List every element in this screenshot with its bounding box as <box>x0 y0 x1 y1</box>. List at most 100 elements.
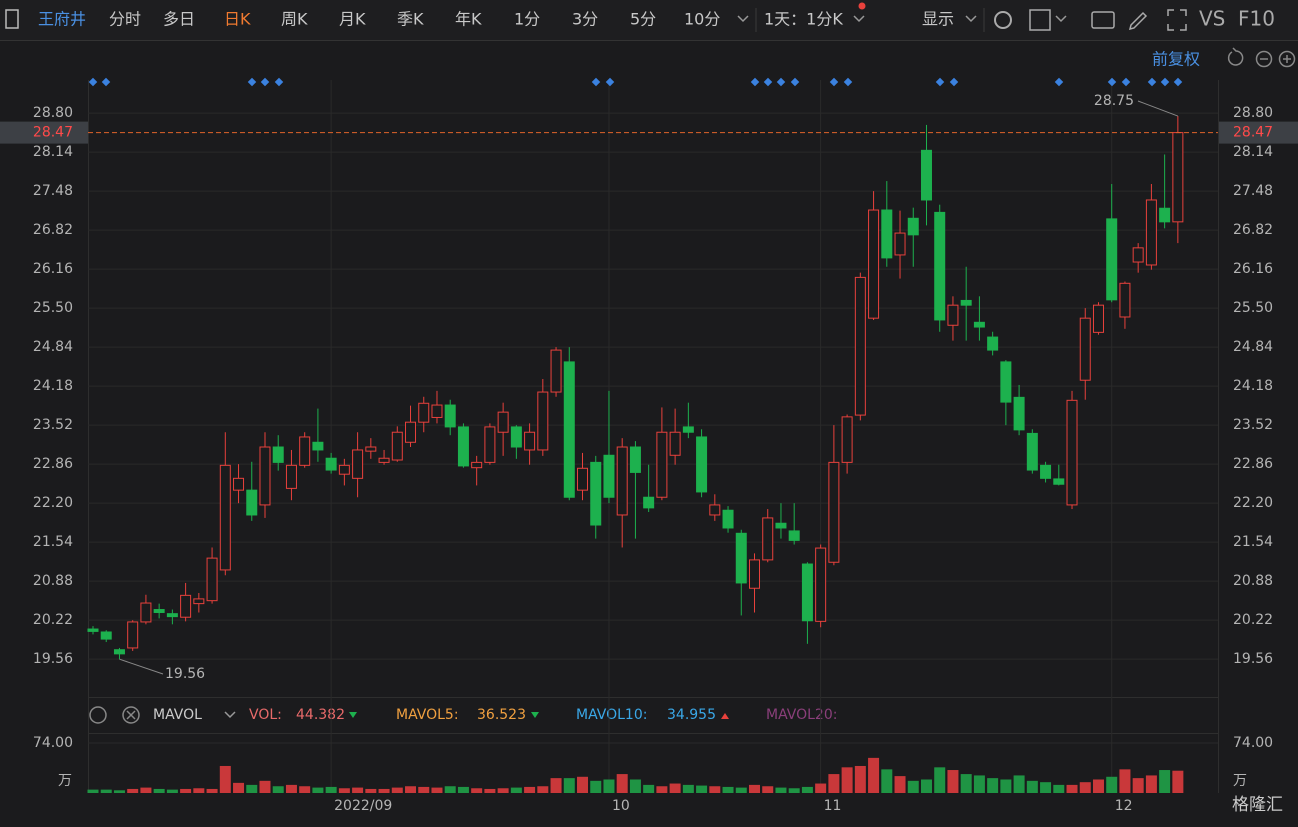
volume-bar <box>100 789 112 793</box>
volume-bar <box>352 787 364 793</box>
menu-icon[interactable] <box>5 9 19 29</box>
volume-bar <box>537 786 549 793</box>
max-leader <box>1137 100 1179 117</box>
volume-bar <box>180 788 192 793</box>
candle-body <box>656 431 668 498</box>
indicator-close <box>126 710 136 720</box>
adjust-button[interactable]: 前复权 <box>1152 50 1200 69</box>
event-marker <box>274 77 284 87</box>
candle-body <box>815 547 827 622</box>
y-tick-label: 25.50 <box>1233 300 1273 316</box>
volume-bar <box>378 788 390 793</box>
candle-body <box>987 336 999 351</box>
ma20-label: MAVOL20: <box>766 707 837 723</box>
volume-bar <box>1145 775 1157 793</box>
x-tick-label: 12 <box>1115 798 1133 814</box>
y-tick-label: 27.48 <box>33 183 73 199</box>
settings-icon[interactable] <box>994 11 1012 29</box>
badge <box>858 2 866 10</box>
candle-body <box>1119 282 1131 318</box>
tab[interactable]: 1分 <box>514 10 540 29</box>
candle-body <box>206 557 218 602</box>
volume-bar <box>140 787 152 793</box>
tab[interactable]: 10分 <box>684 10 720 29</box>
chevron[interactable] <box>1055 15 1067 23</box>
candle-body <box>1026 432 1038 471</box>
volume-bar <box>947 770 959 793</box>
vol-label: VOL: <box>249 707 282 723</box>
pencil-icon[interactable] <box>1128 11 1148 31</box>
display-button[interactable]: 显示 <box>922 10 954 29</box>
tab[interactable]: 年K <box>455 10 482 29</box>
tab[interactable]: 3分 <box>572 10 598 29</box>
y-tick-label: 19.56 <box>33 651 73 667</box>
zoom-out-icon[interactable] <box>1255 50 1273 68</box>
volume-bar <box>854 765 866 793</box>
candle-body <box>246 489 258 516</box>
tab[interactable]: 日K <box>224 10 251 29</box>
candle-body <box>312 441 324 451</box>
y-tick-label: 28.14 <box>1233 144 1273 160</box>
volume-bar <box>365 788 377 793</box>
y-tick-label: 28.80 <box>33 105 73 121</box>
candle-body <box>285 464 297 489</box>
period-select[interactable]: 1天：1分K <box>764 10 843 29</box>
candle-body <box>841 416 853 463</box>
f10-button[interactable]: F10 <box>1238 7 1275 31</box>
fullscreen-icon[interactable] <box>1167 9 1187 31</box>
layout-icon[interactable] <box>1029 9 1051 31</box>
y-tick-label: 23.52 <box>33 417 73 433</box>
chevron[interactable] <box>853 15 865 23</box>
volume-bar <box>325 786 337 793</box>
candle-body <box>127 621 139 649</box>
volume-bar <box>233 782 245 793</box>
last-price-label: 28.47 <box>33 125 73 141</box>
tab[interactable]: 季K <box>397 10 424 29</box>
vs-button[interactable]: VS <box>1199 7 1225 31</box>
camera-icon[interactable] <box>1091 11 1115 29</box>
tab[interactable]: 多日 <box>163 10 195 29</box>
stock-name[interactable]: 王府井 <box>38 10 86 29</box>
chevron[interactable] <box>737 15 749 23</box>
candle-body <box>524 431 536 451</box>
volume-bar <box>577 776 589 793</box>
last-price-label: 28.47 <box>1233 125 1273 141</box>
candle-body <box>299 436 311 466</box>
y-tick-label: 19.56 <box>1233 651 1273 667</box>
candle-body <box>471 461 483 469</box>
tab[interactable]: 周K <box>281 10 308 29</box>
indicator-name[interactable]: MAVOL <box>153 707 202 723</box>
tab[interactable]: 分时 <box>109 10 141 29</box>
candle-body <box>973 321 985 328</box>
candle-body <box>510 426 522 448</box>
ma10-label: MAVOL10: <box>576 707 647 723</box>
zoom-in-icon[interactable] <box>1278 50 1296 68</box>
y-tick-label: 23.52 <box>1233 417 1273 433</box>
chevron[interactable] <box>224 711 236 719</box>
volume-bar <box>153 788 165 793</box>
candle-body <box>682 426 694 433</box>
chevron[interactable] <box>965 15 977 23</box>
candle-body <box>1066 399 1078 506</box>
last-price-box <box>1219 121 1298 144</box>
volume-bar <box>801 786 813 793</box>
volume-bar <box>113 790 125 793</box>
volume-bar <box>1079 782 1091 793</box>
volume-bar <box>484 788 496 793</box>
tab[interactable]: 月K <box>339 10 366 29</box>
x-tick-label: 2022/09 <box>334 798 392 814</box>
y-tick-label: 24.18 <box>33 378 73 394</box>
candle-body <box>352 449 364 479</box>
candle-body <box>180 594 192 618</box>
indicator-settings[interactable] <box>89 706 107 724</box>
event-marker <box>247 77 257 87</box>
volume-bar <box>338 788 350 793</box>
tab[interactable]: 5分 <box>630 10 656 29</box>
candle-body <box>643 496 655 509</box>
volume-bar <box>629 779 641 793</box>
indicator-close[interactable] <box>122 706 140 724</box>
volume-bar <box>471 788 483 793</box>
candle-body <box>749 559 760 589</box>
reset-icon[interactable] <box>1227 47 1244 66</box>
volume-bar <box>762 786 774 793</box>
